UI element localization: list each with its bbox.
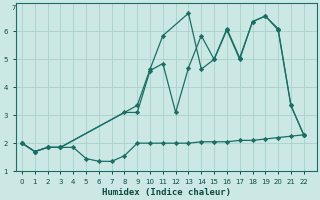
Text: 7: 7 xyxy=(12,5,16,11)
X-axis label: Humidex (Indice chaleur): Humidex (Indice chaleur) xyxy=(101,188,231,197)
